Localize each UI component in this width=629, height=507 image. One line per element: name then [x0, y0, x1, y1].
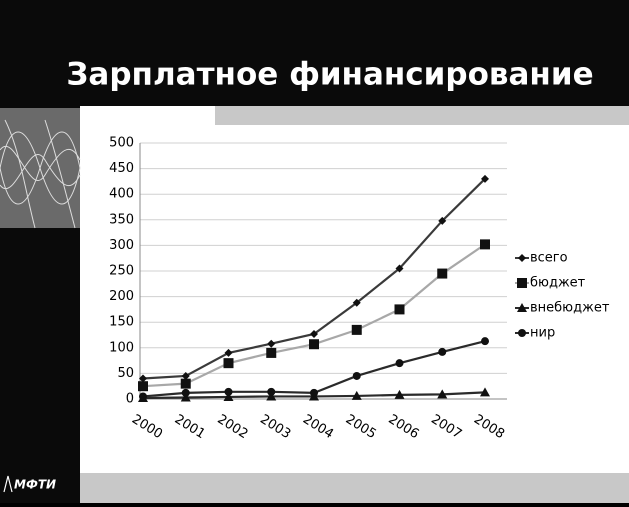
marker — [138, 381, 148, 392]
header-gap — [80, 106, 215, 125]
legend-marker — [518, 329, 526, 337]
y-tick-label: 500 — [109, 136, 134, 151]
marker — [267, 339, 276, 348]
marker — [310, 329, 318, 338]
marker — [310, 388, 318, 397]
marker — [224, 387, 233, 396]
y-tick-label: 450 — [109, 161, 134, 176]
header-bar — [215, 106, 629, 125]
marker — [223, 358, 234, 369]
marker — [181, 371, 190, 380]
logo: МФТИ — [14, 478, 56, 492]
marker — [480, 239, 490, 250]
logo-mark — [3, 475, 13, 493]
marker — [438, 347, 447, 356]
y-tick-label: 0 — [126, 392, 134, 407]
y-tick-label: 200 — [109, 289, 134, 304]
marker — [139, 392, 147, 401]
legend-marker — [518, 254, 526, 262]
legend-label: внебюджет — [530, 301, 610, 316]
marker — [394, 389, 405, 399]
slide-title: Зарплатное финансирование — [66, 57, 593, 93]
legend-label: бюджет — [530, 276, 586, 291]
y-tick-label: 250 — [109, 264, 134, 279]
footer-bar — [80, 473, 629, 503]
marker — [480, 387, 490, 397]
marker — [266, 391, 277, 401]
marker — [267, 387, 276, 396]
marker — [395, 359, 404, 368]
marker — [351, 324, 362, 335]
marker — [437, 389, 448, 399]
legend-marker — [517, 278, 527, 288]
y-tick-label: 150 — [109, 315, 134, 330]
marker — [352, 298, 361, 307]
marker — [139, 374, 147, 383]
marker — [180, 378, 191, 389]
legend-label: всего — [530, 251, 568, 266]
y-tick-label: 50 — [117, 366, 134, 381]
marker — [481, 174, 489, 183]
marker — [395, 264, 404, 273]
marker — [266, 347, 277, 358]
y-tick-label: 300 — [109, 238, 134, 253]
marker — [438, 216, 447, 225]
marker — [309, 339, 319, 350]
y-tick-label: 400 — [109, 187, 134, 202]
marker — [351, 390, 362, 400]
marker — [181, 388, 190, 397]
marker — [481, 337, 489, 346]
marker — [352, 371, 361, 380]
marker — [180, 392, 191, 402]
decor-waves — [0, 119, 81, 229]
legend-label: нир — [530, 326, 555, 341]
marker — [437, 268, 448, 279]
y-tick-label: 350 — [109, 212, 134, 227]
content-area — [80, 125, 629, 473]
marker — [224, 348, 233, 357]
marker — [394, 304, 405, 315]
y-tick-label: 100 — [109, 340, 134, 355]
legend-marker — [517, 303, 527, 312]
marker — [223, 391, 234, 401]
